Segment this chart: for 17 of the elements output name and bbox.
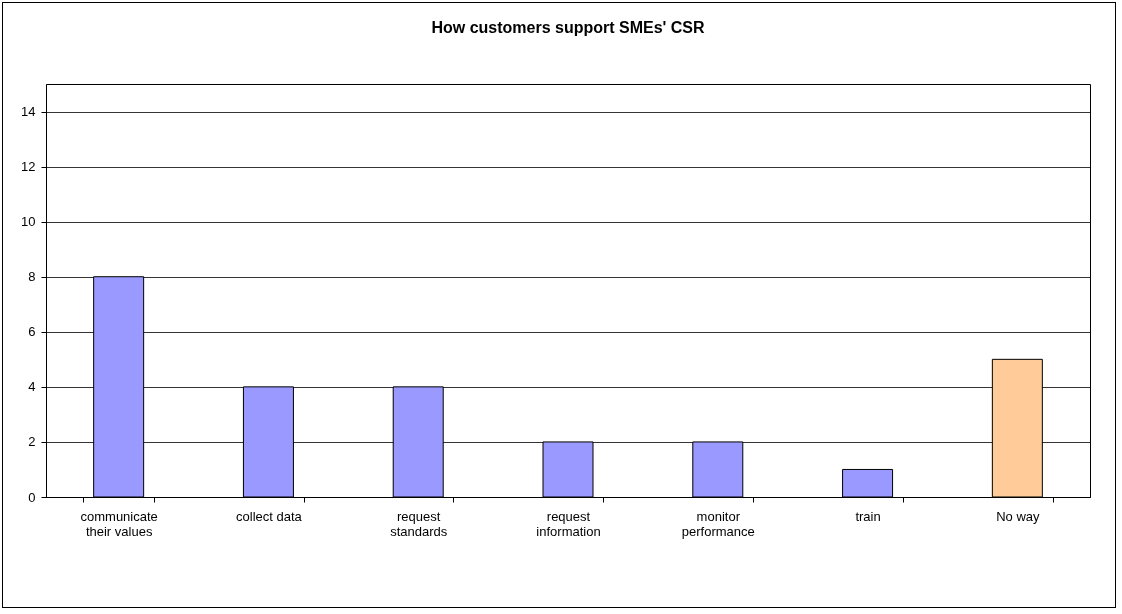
x-tick-label: request standards — [390, 508, 448, 539]
y-tick-label: 8 — [28, 269, 36, 285]
x-tick-label: monitor performance — [681, 508, 755, 539]
y-tick-label: 4 — [28, 379, 36, 395]
x-tick-label: communicate their values — [80, 508, 158, 539]
y-tick-label: 0 — [28, 489, 36, 505]
x-tick-label: No way — [996, 508, 1041, 524]
y-tick-label: 12 — [21, 159, 36, 175]
x-tick-label: train — [855, 508, 881, 524]
x-tick-label: collect data — [236, 508, 303, 524]
x-tick-label: request information — [536, 508, 601, 539]
chart-title: How customers support SMEs' CSR — [431, 19, 706, 36]
y-tick-label: 10 — [21, 214, 36, 230]
y-tick-label: 14 — [21, 104, 36, 120]
y-tick-label: 2 — [28, 434, 36, 450]
bar — [842, 468, 894, 498]
y-tick-label: 6 — [28, 324, 36, 340]
